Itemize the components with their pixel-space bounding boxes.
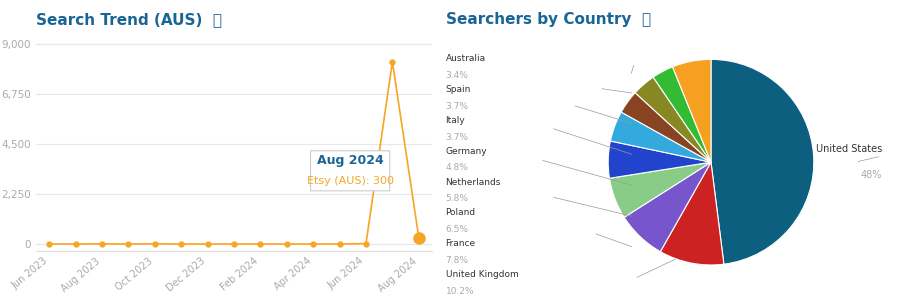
Text: 4.8%: 4.8% [446,163,468,173]
Text: Italy: Italy [446,116,465,125]
Text: United States: United States [815,144,882,154]
Text: United Kingdom: United Kingdom [446,270,518,279]
Text: 3.7%: 3.7% [446,102,469,111]
FancyBboxPatch shape [310,151,390,191]
Wedge shape [610,112,711,162]
Wedge shape [608,141,711,178]
Text: 7.8%: 7.8% [446,256,469,265]
Text: Aug 2024: Aug 2024 [317,154,383,167]
Wedge shape [661,162,724,265]
Text: Spain: Spain [446,85,471,94]
Text: Poland: Poland [446,208,475,218]
Text: Etsy (AUS): 300: Etsy (AUS): 300 [307,176,393,186]
Wedge shape [653,67,711,162]
Text: France: France [446,239,475,248]
Text: 3.7%: 3.7% [446,132,469,142]
Text: Australia: Australia [446,54,486,63]
Text: 6.5%: 6.5% [446,225,469,234]
Text: 48%: 48% [860,170,882,180]
Wedge shape [609,162,711,217]
Text: Searchers by Country  ⓘ: Searchers by Country ⓘ [446,12,651,27]
Text: 3.4%: 3.4% [446,71,468,80]
Wedge shape [625,162,711,252]
Text: 5.8%: 5.8% [446,194,469,203]
Text: Germany: Germany [446,147,487,156]
Wedge shape [635,77,711,162]
Wedge shape [672,59,711,162]
Text: Netherlands: Netherlands [446,177,501,187]
Text: 10.2%: 10.2% [446,287,474,296]
Text: Search Trend (AUS)  ⓘ: Search Trend (AUS) ⓘ [36,12,222,27]
Wedge shape [711,59,814,264]
Wedge shape [621,93,711,162]
